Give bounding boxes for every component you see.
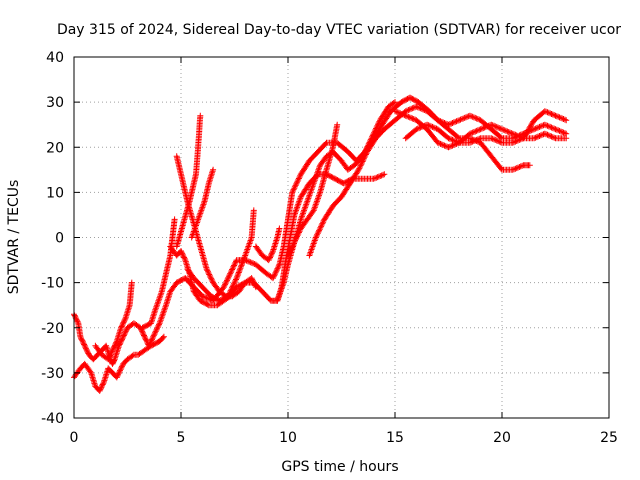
y-axis-label: SDTVAR / TECUs — [6, 180, 22, 295]
plus-markers — [402, 121, 570, 146]
y-tick-label: -10 — [41, 276, 64, 292]
x-tick-label: 25 — [600, 430, 618, 446]
grid-lines — [74, 57, 609, 418]
x-tick-label: 20 — [493, 430, 511, 446]
y-tick-label: 10 — [46, 185, 64, 201]
series-trace-8 — [188, 166, 217, 241]
series-trace-14 — [392, 108, 570, 151]
series-trace-10 — [252, 225, 283, 264]
series-trace-4 — [139, 216, 178, 331]
series-trace-3 — [92, 279, 135, 363]
plus-markers — [392, 108, 570, 151]
y-tick-label: -40 — [41, 411, 64, 427]
plus-markers — [188, 166, 217, 241]
plus-markers — [306, 103, 570, 259]
plus-markers — [285, 121, 341, 259]
series-trace-15 — [402, 121, 570, 146]
data-points — [71, 94, 570, 394]
plus-markers — [252, 225, 283, 264]
y-tick-label: -30 — [41, 366, 64, 382]
y-tick-label: 30 — [46, 95, 64, 111]
tick-labels: 0 5 10 15 20 25 -40 -30 -20 -10 0 10 20 30 40 — [41, 50, 618, 446]
x-tick-label: 10 — [279, 430, 297, 446]
y-tick-label: 20 — [46, 140, 64, 156]
axis-ticks — [73, 56, 610, 419]
series-trace-7 — [173, 112, 204, 250]
plus-markers — [92, 279, 135, 363]
y-tick-label: 0 — [55, 231, 64, 247]
plus-markers — [139, 216, 178, 331]
chart-title: Day 315 of 2024, Sidereal Day-to-day VTE… — [57, 22, 621, 38]
x-tick-label: 0 — [70, 430, 79, 446]
series-trace-12 — [285, 121, 341, 259]
plus-markers — [173, 112, 204, 250]
series-trace-13 — [306, 103, 570, 259]
series-trace-9 — [184, 207, 257, 304]
x-axis-label: GPS time / hours — [281, 459, 398, 475]
y-tick-label: -20 — [41, 321, 64, 337]
plus-markers — [184, 207, 257, 304]
x-tick-label: 15 — [386, 430, 404, 446]
x-tick-label: 5 — [177, 430, 186, 446]
y-tick-label: 40 — [46, 50, 64, 66]
